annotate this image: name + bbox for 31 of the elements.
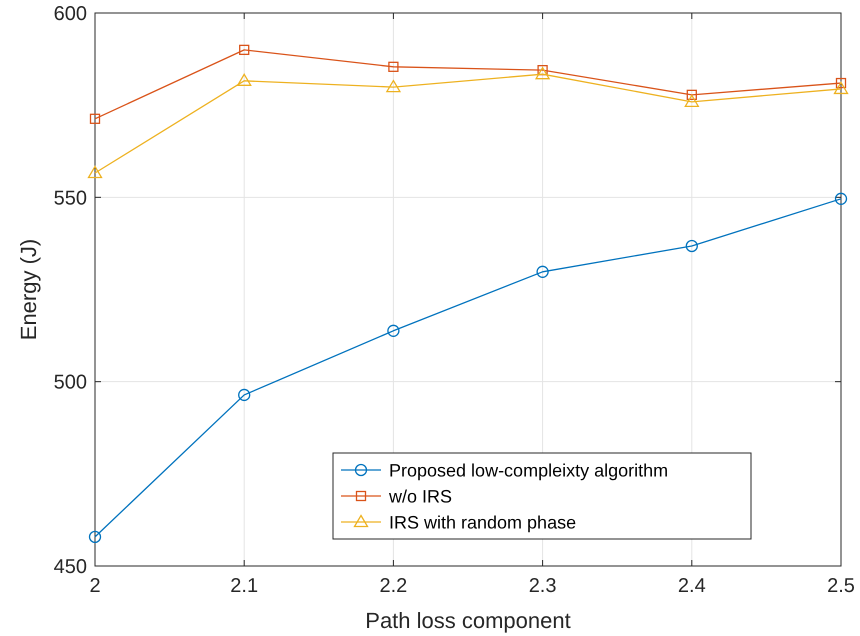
legend-label: w/o IRS	[388, 486, 452, 506]
x-tick-label: 2.3	[528, 575, 557, 597]
legend-label: IRS with random phase	[389, 512, 576, 532]
x-tick-label: 2.1	[230, 575, 258, 597]
point	[88, 530, 102, 544]
y-axis-title: Energy (J)	[16, 238, 41, 340]
y-tick-label: 500	[54, 372, 87, 394]
point	[238, 388, 250, 402]
point	[535, 67, 550, 80]
point	[387, 324, 400, 337]
point	[388, 62, 399, 72]
point	[686, 240, 698, 252]
point	[237, 74, 252, 86]
point	[834, 82, 848, 94]
point	[88, 166, 102, 178]
point	[536, 266, 549, 278]
legend-label: Proposed low-compleixty algorithm	[389, 460, 668, 480]
x-axis-title: Path loss component	[365, 608, 571, 633]
x-tick-label: 2	[89, 575, 101, 597]
point	[684, 94, 699, 107]
point	[239, 44, 250, 56]
y-tick-label: 550	[54, 187, 87, 210]
x-tick-label: 2.4	[678, 575, 706, 597]
point	[686, 90, 697, 100]
y-tick-label: 600	[54, 3, 87, 25]
x-tick-label: 2.2	[379, 575, 408, 597]
point	[90, 114, 100, 124]
x-tick-label: 2.5	[827, 575, 855, 597]
point	[386, 80, 401, 92]
point	[834, 192, 848, 205]
y-tick-label: 450	[54, 556, 87, 578]
